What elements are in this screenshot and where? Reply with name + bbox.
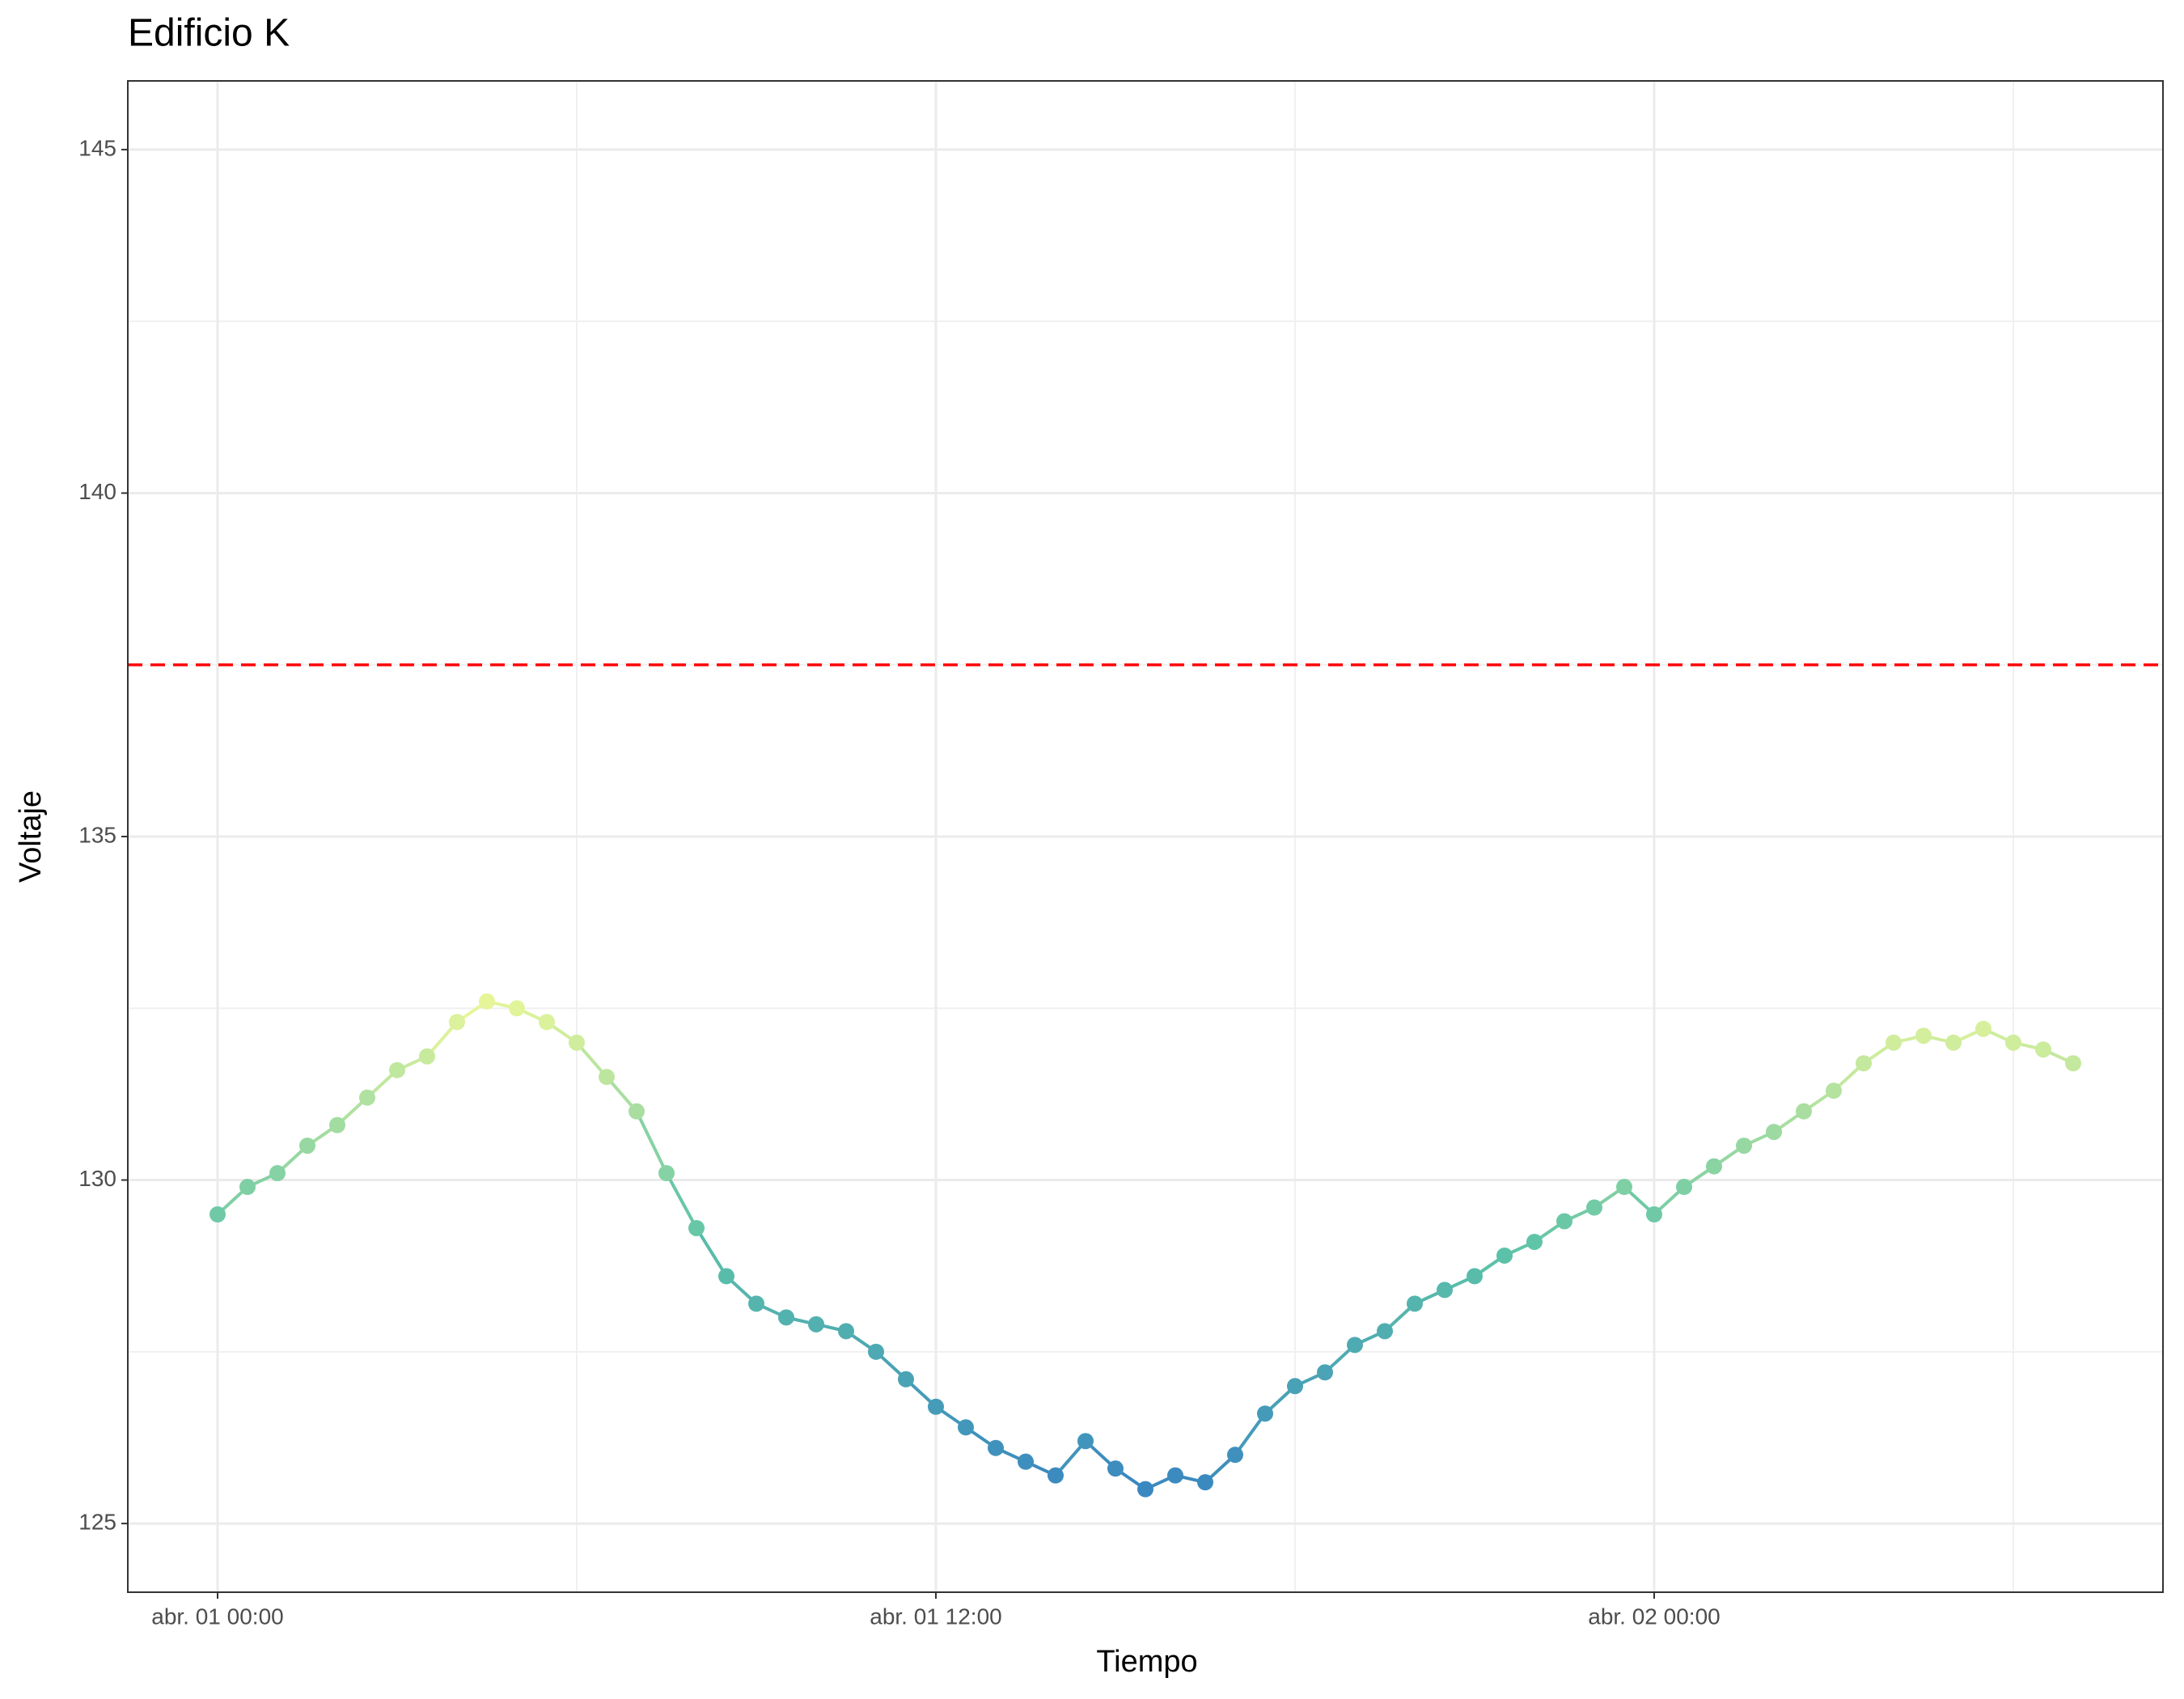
point xyxy=(419,1048,435,1065)
point xyxy=(898,1371,914,1388)
x-tick-label: abr. 01 00:00 xyxy=(151,1604,283,1629)
point xyxy=(1347,1337,1363,1354)
point xyxy=(1018,1453,1034,1470)
point xyxy=(599,1069,615,1086)
point xyxy=(1766,1124,1782,1141)
point xyxy=(239,1179,256,1196)
connector xyxy=(635,1110,668,1174)
point xyxy=(269,1165,286,1182)
point xyxy=(569,1034,585,1051)
point xyxy=(808,1316,824,1333)
point xyxy=(1407,1295,1423,1312)
point xyxy=(1496,1247,1513,1264)
y-tick-label: 140 xyxy=(78,479,116,504)
point xyxy=(389,1061,405,1078)
connector xyxy=(665,1172,698,1229)
point xyxy=(1586,1199,1602,1216)
point xyxy=(1826,1083,1842,1099)
point xyxy=(359,1089,375,1106)
point xyxy=(1945,1034,1962,1051)
point xyxy=(1646,1206,1662,1222)
point xyxy=(1915,1027,1932,1044)
y-tick-label: 130 xyxy=(78,1166,116,1191)
point xyxy=(1048,1467,1064,1484)
point xyxy=(748,1295,764,1312)
point xyxy=(778,1309,794,1326)
point xyxy=(688,1219,705,1236)
x-axis-title: Tiempo xyxy=(1096,1645,1197,1679)
point xyxy=(928,1398,944,1415)
y-tick-label: 145 xyxy=(78,135,116,160)
point xyxy=(718,1268,734,1285)
y-tick-label: 135 xyxy=(78,822,116,847)
point xyxy=(509,1000,525,1017)
point xyxy=(1856,1055,1872,1072)
point xyxy=(1257,1405,1273,1422)
point xyxy=(1377,1323,1393,1340)
point xyxy=(1886,1034,1902,1051)
point xyxy=(1137,1481,1153,1498)
point xyxy=(1167,1467,1183,1484)
y-axis-title: Voltaje xyxy=(14,790,48,883)
point xyxy=(658,1165,675,1182)
point xyxy=(329,1116,345,1133)
chart-title: Edificio K xyxy=(128,12,290,55)
point xyxy=(1676,1179,1692,1196)
point xyxy=(479,993,495,1010)
point xyxy=(1437,1282,1453,1299)
point xyxy=(1077,1433,1094,1450)
point xyxy=(1616,1179,1632,1196)
point xyxy=(868,1343,884,1360)
point xyxy=(1467,1268,1483,1285)
point xyxy=(1796,1103,1812,1120)
point xyxy=(958,1419,974,1436)
connector xyxy=(1234,1413,1267,1456)
point xyxy=(539,1014,555,1031)
point xyxy=(1526,1233,1543,1250)
point xyxy=(988,1439,1004,1456)
point xyxy=(2005,1034,2021,1051)
point xyxy=(1227,1447,1243,1464)
point xyxy=(299,1138,315,1155)
point xyxy=(1975,1020,1991,1037)
point xyxy=(210,1206,226,1222)
point xyxy=(1107,1460,1124,1477)
x-tick-label: abr. 02 00:00 xyxy=(1588,1604,1720,1629)
point xyxy=(629,1103,645,1120)
point xyxy=(1556,1213,1572,1230)
point xyxy=(1197,1474,1213,1491)
point xyxy=(1287,1378,1303,1395)
x-tick-label: abr. 01 12:00 xyxy=(870,1604,1001,1629)
y-tick-label: 125 xyxy=(78,1509,116,1534)
point xyxy=(1317,1364,1333,1381)
point xyxy=(1706,1158,1722,1175)
point xyxy=(449,1014,465,1031)
point xyxy=(1736,1138,1752,1155)
point xyxy=(838,1323,854,1340)
panel-border xyxy=(127,80,2164,1593)
point xyxy=(2035,1041,2051,1058)
point xyxy=(2065,1055,2081,1072)
connector xyxy=(695,1227,728,1277)
